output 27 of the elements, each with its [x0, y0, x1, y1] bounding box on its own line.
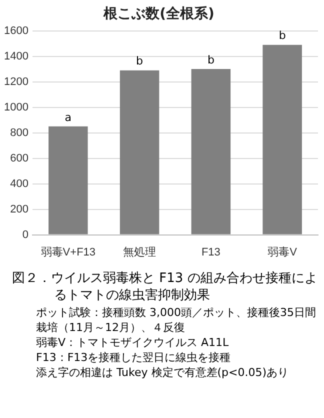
bar	[262, 44, 302, 234]
annotation: b	[207, 53, 214, 66]
y-tick-label: 1600	[4, 24, 28, 37]
annotation: a	[64, 110, 72, 124]
annotation: b	[278, 29, 286, 42]
x-tick-label: F13	[201, 246, 220, 258]
y-tick-label: 1400	[4, 50, 28, 62]
caption: 図２．ウイルス弱毒株と F13 の組み合わせ接種によるトマトの線虫害抑制効果	[11, 270, 318, 304]
text: ポット試験：接種頭数 3,000頭／ポット、接種後35日間栽培（11月～12月）、４反復	[35, 305, 317, 335]
y-tick-label: 1200	[4, 76, 28, 88]
y-tick-label: 600	[10, 152, 28, 164]
y-tick-label: 1000	[4, 101, 28, 114]
bar	[120, 70, 160, 234]
x-tick-label: 無処理	[123, 246, 156, 258]
text: 弱毒Ⅴ：トマトモザイクウイルス A11L	[35, 335, 230, 350]
text: 添え字の相違は Tukey 検定で有意差(p<0.05)あり	[35, 365, 290, 380]
annotation: b	[136, 54, 144, 68]
y-tick-label: 200	[10, 203, 28, 216]
y-tick-label: 0	[22, 228, 28, 241]
text: F13：F13を接種した翌日に線虫を接種	[35, 350, 232, 365]
x-tick-label: 弱毒V+F13	[40, 245, 96, 258]
chart-title: 根こぶ数(全根系)	[102, 6, 214, 22]
x-tick-label: 弱毒V	[268, 245, 298, 258]
bar	[48, 126, 88, 234]
y-tick-label: 800	[10, 126, 28, 139]
y-tick-label: 400	[10, 178, 28, 190]
bar	[191, 69, 231, 234]
